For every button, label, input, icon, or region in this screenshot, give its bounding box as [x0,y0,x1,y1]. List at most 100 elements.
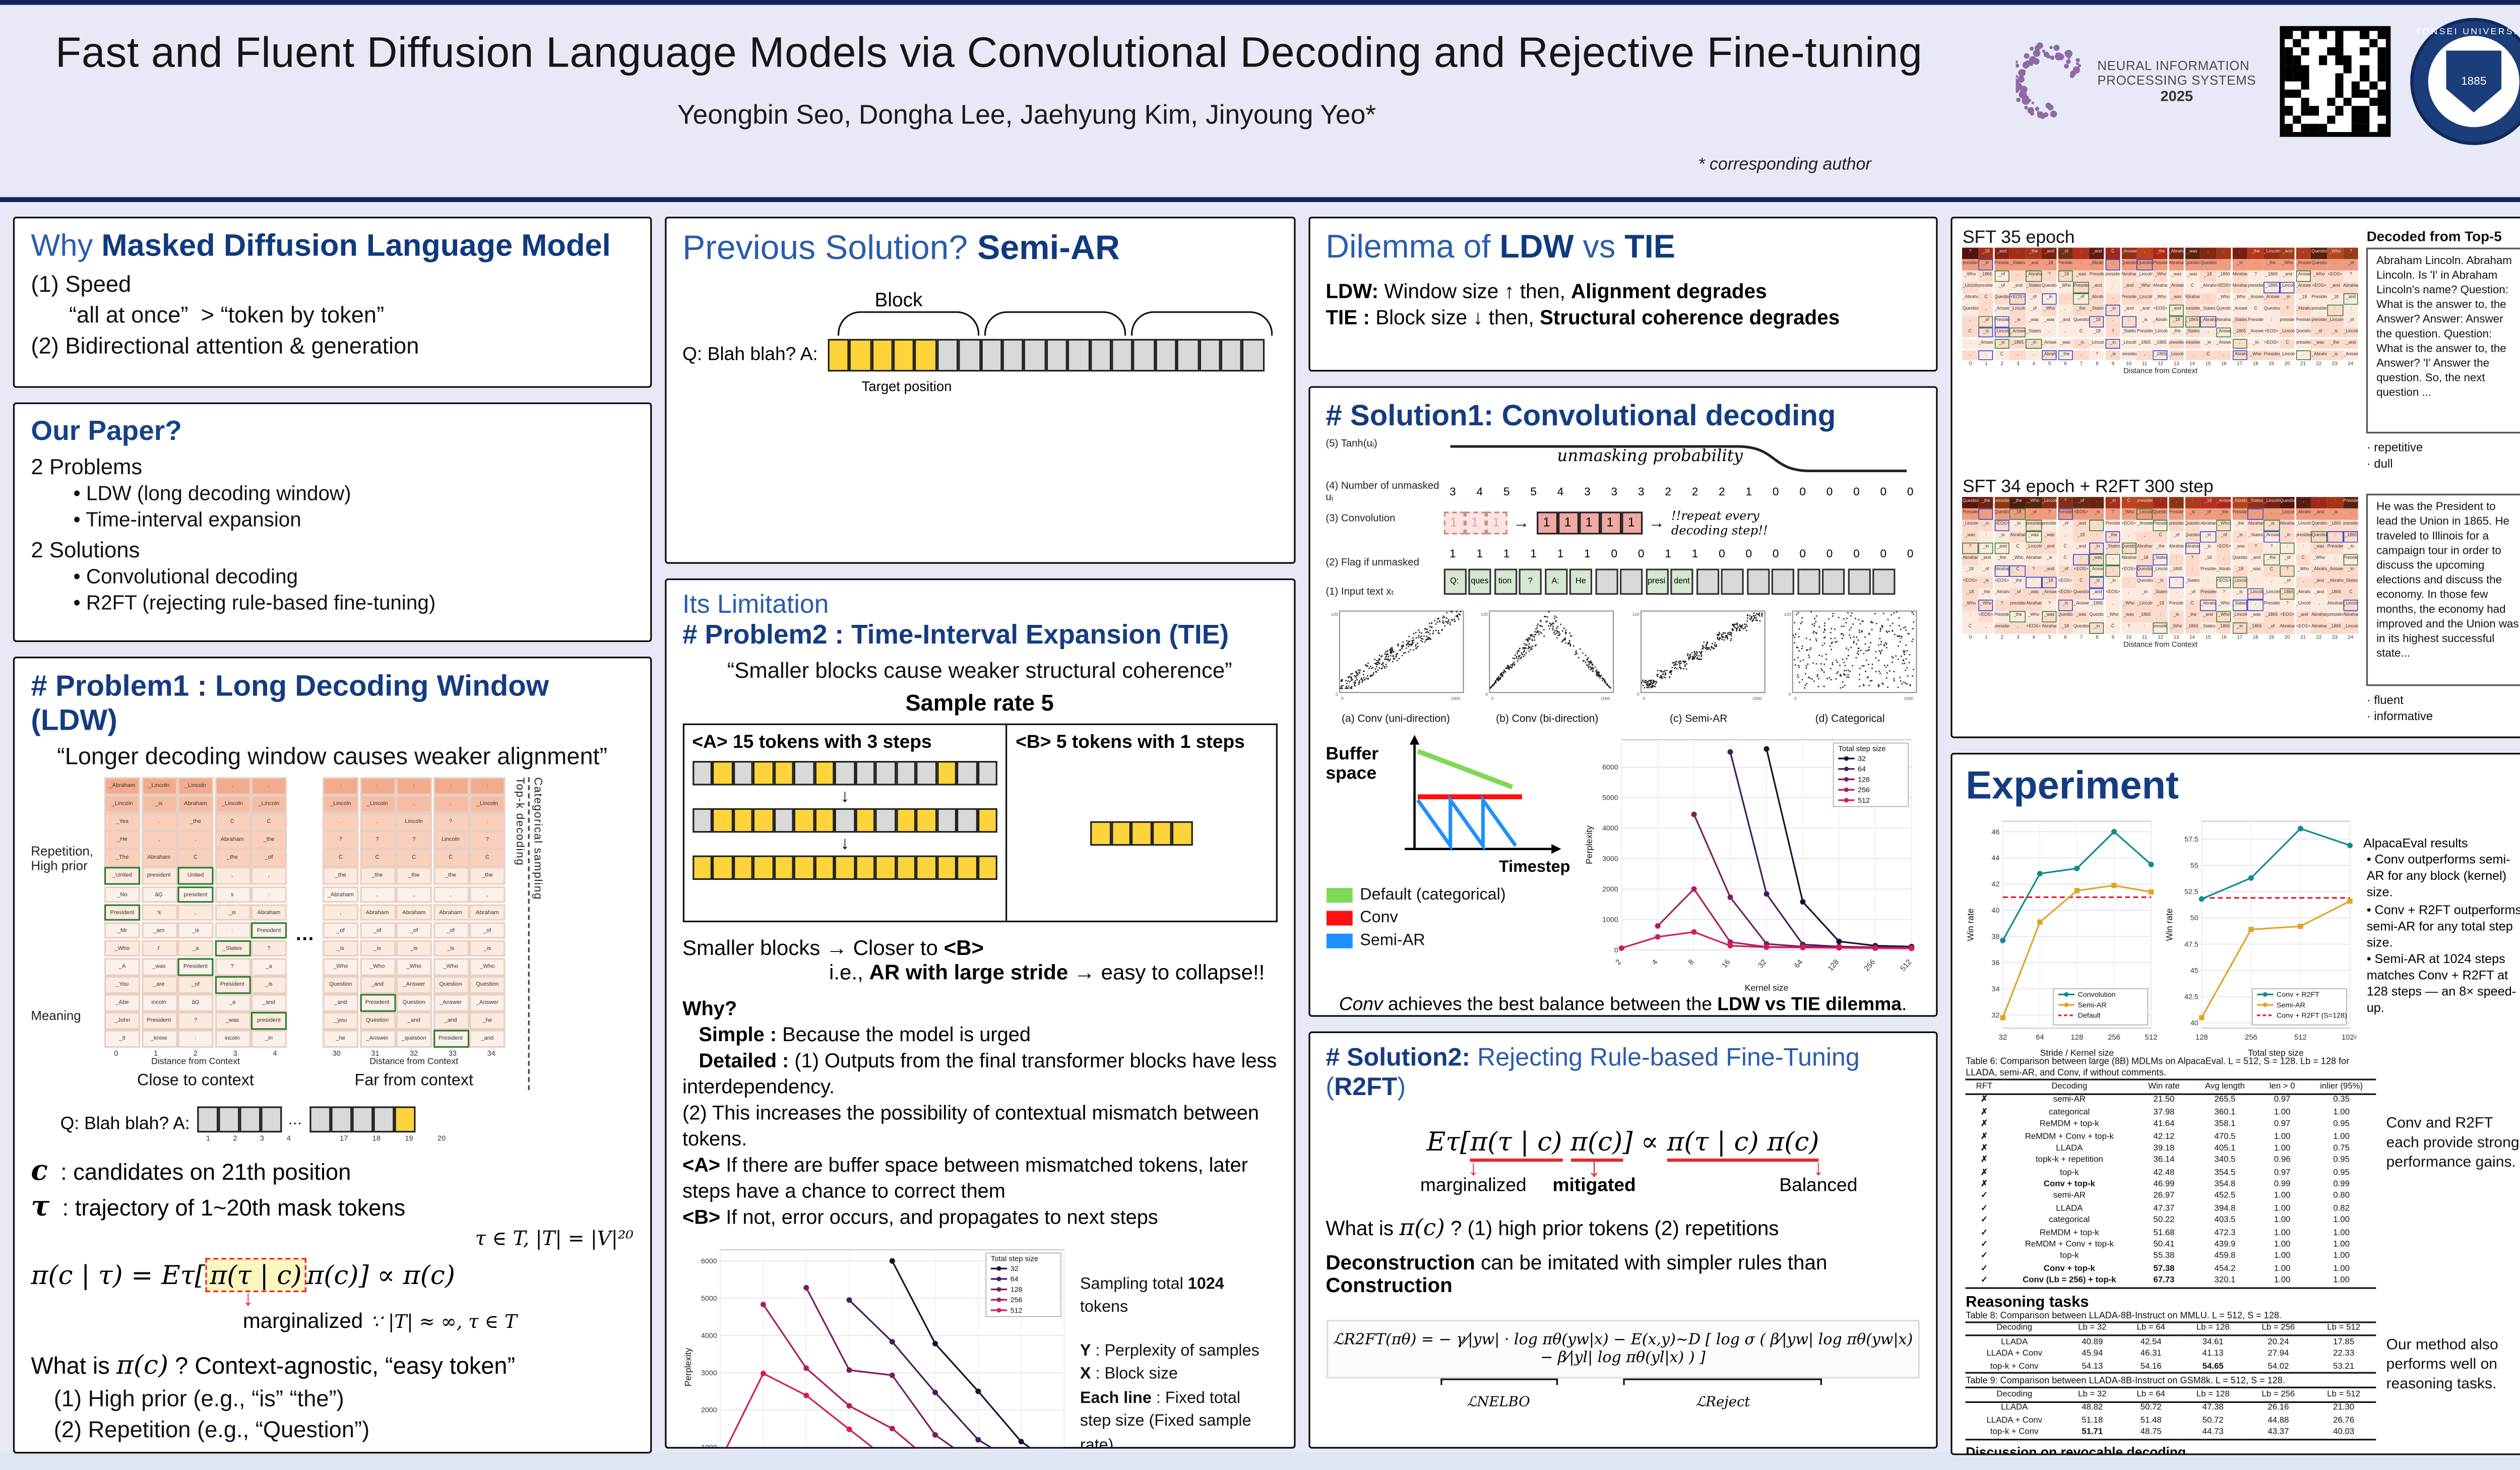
table-cell: ✓ [1980,1228,1988,1238]
token-cell: President [214,976,250,994]
token-cell: _Lincoln [2026,543,2041,554]
token-cell: _Answer [2216,497,2232,508]
table-cell: 45.94 [2082,1349,2103,1360]
reject-label: ℒReject [1623,1378,1822,1414]
u-value: 5 [1530,486,1537,498]
token-cell: 1 [1557,512,1579,535]
token-cell: , [2137,531,2153,543]
table9: Decoding Lb = 32 Lb = 64 Lb = 128 Lb = 256 Lb… [1966,1387,2377,1440]
token-cell: , [469,885,506,903]
token-cell: _the [2184,611,2200,622]
tick: 3 [2017,633,2020,640]
svg-text:Conv + R2FT (S=128): Conv + R2FT (S=128) [2277,1012,2348,1020]
token-cell: Ċ [2343,588,2359,599]
token-cell: Abraham [2169,259,2184,270]
token-cell: _1865 [2263,611,2280,622]
token-cell: . [2248,508,2263,520]
why-lines: (1) Speed “all at once” > “token by toke… [31,271,634,359]
token-cell: _was [2042,611,2057,622]
sft35-heatmap: ?_18_and._the_and_of._andĊ_Answer,_the_A… [1962,247,2359,367]
table-cell: 46.99 [2153,1180,2175,1190]
token-cell: : [2153,611,2168,622]
token-cell: Ċ [1962,622,1978,633]
token-cell: . [2105,565,2121,577]
scatter-caption: (d) Categorical [1815,714,1885,725]
svg-text:Total step size: Total step size [990,1255,1038,1263]
token-cell: Ċ [1978,293,1994,304]
qr-module [2310,90,2319,99]
table-cell: ✓ [1980,1192,1988,1202]
svg-text:512: 512 [1898,958,1912,973]
table-row: ✓ semi-AR 26.97 452.5 1.00 0.80 [1966,1191,2376,1203]
token-cell: _Lincoln [2327,315,2343,327]
qr-module [2301,115,2310,124]
panel-a-step2 [692,808,998,833]
token-cell: _Answer [2295,282,2311,293]
token-cell [980,339,1002,372]
tau-cardinality-note: τ ∈ T, |T| = |V|²⁰ [475,1227,634,1250]
token-cell: _Who [1978,600,1994,611]
svg-text:38: 38 [1992,933,2000,941]
svg-text:256: 256 [1010,1296,1022,1304]
token-cell: _1865 [2232,327,2248,338]
token-cell: _States [2153,588,2168,599]
qr-module [2352,90,2361,99]
svg-text:6000: 6000 [701,1257,717,1265]
u-value: 2 [1719,486,1725,498]
label-flag: (2) Flag if unmasked [1326,557,1419,569]
token-cell: President [2263,350,2280,361]
token-cell: president [2153,622,2168,633]
token-cell: president [2184,339,2200,350]
token-cell: _States [214,940,250,957]
down-arrow-icon: ↓ [840,787,850,807]
svg-text:0: 0 [1637,692,1640,697]
qr-module [2369,73,2377,82]
token-cell: : [2295,543,2311,554]
svg-text:256: 256 [1862,958,1876,973]
token-cell: _Answer [1978,339,1994,350]
token-cell: , [2137,247,2153,259]
token-cell: President [2057,259,2073,270]
qr-module [2310,115,2319,124]
token-cell: _Lincoln [2295,600,2311,611]
token-cell: _was [2248,565,2263,577]
token-cell: _is [1978,520,1994,531]
u-value: 3 [1584,486,1591,498]
token-cell: : [323,777,359,795]
table-cell: LLADA [2001,1337,2028,1348]
svg-text:120: 120 [1481,612,1488,617]
svg-text:256: 256 [2245,1034,2258,1042]
qr-module [2344,47,2352,56]
table-cell: 452.5 [2214,1192,2236,1202]
token-cell: _and [2311,577,2327,588]
svg-text:512: 512 [1010,1306,1022,1314]
token-cell: Abraham [2010,531,2026,543]
table-header-row: RFT Decoding Win rate Avg length len > 0 inli… [1966,1079,2377,1095]
qr-module [2369,56,2377,65]
token-cell: United [177,867,214,885]
token-cell: Ċ [2010,543,2026,554]
token-cell: _States [2105,543,2121,554]
token-cell: president [2343,520,2359,531]
table-cell: 1.00 [2274,1216,2291,1226]
token-cell: . [469,813,506,831]
token-cell: Question [2073,622,2089,633]
table-cell: top-k + Conv [1966,1426,2063,1440]
token-cell: Ċ [2057,543,2073,554]
token-cell: , [1978,622,1994,633]
token-cell: _Who [2169,622,2184,633]
qr-module [2335,106,2344,115]
table-cell: 1.00 [2274,1252,2291,1262]
qr-module [2301,31,2310,40]
qr-module [2318,90,2327,99]
table-cell: 26.16 [2267,1403,2289,1414]
token-cell: _Abraham [2216,565,2232,577]
token-cell: _in [2232,622,2248,633]
token-cell: _Who [2311,554,2327,565]
flag-value: 1 [1503,548,1510,560]
token-cell: _Yes [104,813,141,831]
token-cell: , [432,885,469,903]
scatter-categorical: 0 120 0 1000 (d) Categorical [1780,608,1920,725]
decoded-from-top5-label: Decoded from Top-5 [2366,228,2502,245]
table-row: ✓ ReMDM + Conv + top-k 50.41 439.9 1.00 1.00 [1966,1239,2376,1251]
